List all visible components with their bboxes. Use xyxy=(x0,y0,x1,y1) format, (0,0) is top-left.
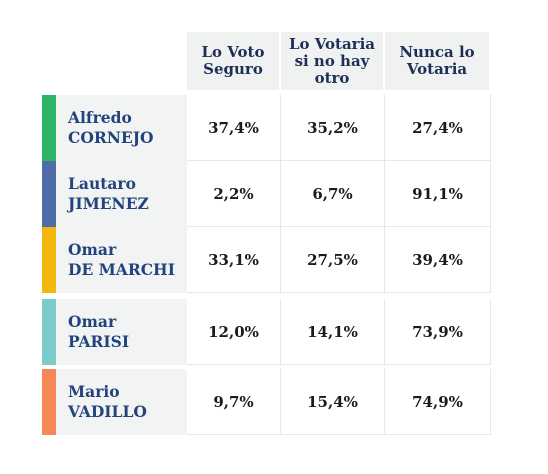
table-row: Lautaro JIMENEZ 2,2% 6,7% 91,1% xyxy=(42,161,494,227)
candidate-color-stripe xyxy=(42,369,56,435)
candidate-color-stripe xyxy=(42,299,56,365)
value-cell: 39,4% xyxy=(385,227,491,293)
value-cell: 9,7% xyxy=(187,369,281,435)
table-row: Alfredo CORNEJO 37,4% 35,2% 27,4% xyxy=(42,95,494,161)
value-cell: 14,1% xyxy=(281,299,385,365)
column-header-label: Lo Voto Seguro xyxy=(201,43,265,78)
table-row: Omar DE MARCHI 33,1% 27,5% 39,4% xyxy=(42,227,494,293)
value-cell: 6,7% xyxy=(281,161,385,227)
column-header-nunca: Nunca lo Votaria xyxy=(385,32,491,90)
value-cell: 37,4% xyxy=(187,95,281,161)
value-cell: 35,2% xyxy=(281,95,385,161)
value-cell: 2,2% xyxy=(187,161,281,227)
candidate-color-stripe xyxy=(42,161,56,227)
value-cell: 27,5% xyxy=(281,227,385,293)
value-cell: 73,9% xyxy=(385,299,491,365)
value-cell: 91,1% xyxy=(385,161,491,227)
candidate-name: Omar PARISI xyxy=(56,299,187,365)
column-header-label: Lo Votaria si no hay otro xyxy=(288,34,375,87)
table-row: Omar PARISI 12,0% 14,1% 73,9% xyxy=(42,299,494,365)
candidate-name: Alfredo CORNEJO xyxy=(56,95,187,161)
column-header-voto-seguro: Lo Voto Seguro xyxy=(187,32,281,90)
candidate-name: Omar DE MARCHI xyxy=(56,227,187,293)
table-row: Mario VADILLO 9,7% 15,4% 74,9% xyxy=(42,369,494,435)
value-cell: 27,4% xyxy=(385,95,491,161)
candidate-color-stripe xyxy=(42,227,56,293)
value-cell: 12,0% xyxy=(187,299,281,365)
column-header-votaria: Lo Votaria si no hay otro xyxy=(281,32,385,90)
value-cell: 33,1% xyxy=(187,227,281,293)
candidate-name: Mario VADILLO xyxy=(56,369,187,435)
value-cell: 15,4% xyxy=(281,369,385,435)
column-header-label: Nunca lo Votaria xyxy=(399,43,475,78)
candidate-name: Lautaro JIMENEZ xyxy=(56,161,187,227)
candidate-color-stripe xyxy=(42,95,56,161)
value-cell: 74,9% xyxy=(385,369,491,435)
